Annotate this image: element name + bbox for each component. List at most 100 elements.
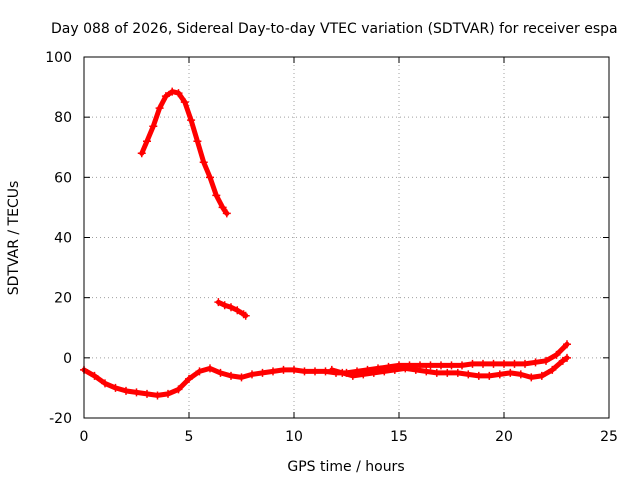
data-point-marker bbox=[422, 367, 431, 376]
data-point-marker bbox=[542, 356, 550, 365]
y-tick-label: 100 bbox=[45, 50, 72, 66]
data-point-marker bbox=[537, 371, 546, 380]
data-point-marker bbox=[164, 389, 172, 398]
data-point-marker bbox=[359, 370, 368, 379]
data-point-marker bbox=[222, 209, 231, 218]
data-point-marker bbox=[269, 367, 277, 376]
y-tick-label: 40 bbox=[54, 231, 72, 247]
data-point-marker bbox=[432, 368, 441, 377]
x-axis-title: GPS time / hours bbox=[287, 459, 404, 475]
data-point-marker bbox=[227, 371, 235, 380]
data-point-marker bbox=[122, 386, 130, 395]
data-point-marker bbox=[447, 361, 456, 370]
data-point-marker bbox=[248, 370, 256, 379]
data-point-marker bbox=[489, 359, 498, 368]
data-point-marker bbox=[279, 365, 288, 374]
data-point-marker bbox=[185, 374, 193, 383]
data-point-marker bbox=[258, 368, 267, 377]
data-point-marker bbox=[168, 87, 177, 96]
data-point-marker bbox=[527, 373, 536, 382]
data-point-marker bbox=[214, 298, 223, 307]
data-point-marker bbox=[174, 385, 183, 394]
data-point-marker bbox=[187, 116, 196, 125]
data-point-marker bbox=[426, 361, 435, 370]
x-tick-label: 20 bbox=[495, 429, 513, 445]
data-point-marker bbox=[485, 371, 494, 380]
data-point-marker bbox=[500, 359, 508, 368]
data-point-marker bbox=[437, 361, 445, 370]
data-point-marker bbox=[311, 367, 319, 376]
x-tick-label: 25 bbox=[600, 429, 618, 445]
y-tick-label: -20 bbox=[49, 411, 72, 427]
data-point-marker bbox=[380, 367, 389, 376]
data-point-marker bbox=[199, 158, 208, 167]
data-point-marker bbox=[132, 388, 141, 397]
data-point-marker bbox=[558, 356, 567, 365]
data-point-marker bbox=[453, 368, 462, 377]
data-point-marker bbox=[195, 367, 204, 376]
chart-title: Day 088 of 2026, Sidereal Day-to-day VTE… bbox=[51, 21, 618, 37]
data-point-marker bbox=[180, 98, 189, 107]
grid-lines bbox=[84, 57, 609, 418]
data-point-marker bbox=[338, 368, 347, 377]
data-point-marker bbox=[153, 391, 162, 400]
data-series bbox=[80, 87, 571, 400]
data-point-marker bbox=[390, 365, 399, 374]
data-point-marker bbox=[321, 367, 330, 376]
data-point-marker bbox=[218, 203, 227, 212]
y-tick-label: 60 bbox=[54, 170, 72, 186]
data-point-marker bbox=[300, 367, 309, 376]
data-point-marker bbox=[411, 365, 420, 374]
data-point-marker bbox=[143, 137, 151, 146]
data-point-marker bbox=[348, 371, 357, 380]
data-point-marker bbox=[468, 359, 477, 368]
data-point-marker bbox=[137, 149, 146, 158]
data-point-marker bbox=[101, 379, 109, 388]
data-point-marker bbox=[369, 368, 378, 377]
data-point-marker bbox=[220, 301, 229, 310]
data-point-marker bbox=[206, 173, 214, 182]
data-point-marker bbox=[290, 365, 298, 374]
y-tick-label: 0 bbox=[63, 351, 72, 367]
data-point-marker bbox=[510, 359, 519, 368]
data-point-marker bbox=[155, 104, 164, 113]
x-tick-label: 0 bbox=[80, 429, 89, 445]
x-tick-label: 15 bbox=[390, 429, 408, 445]
data-point-marker bbox=[516, 370, 525, 379]
data-point-marker bbox=[474, 371, 483, 380]
data-point-marker bbox=[227, 303, 235, 312]
y-tick-label: 80 bbox=[54, 110, 72, 126]
data-point-marker bbox=[241, 311, 250, 320]
data-point-marker bbox=[327, 365, 336, 374]
x-tick-label: 10 bbox=[285, 429, 303, 445]
data-point-marker bbox=[464, 370, 473, 379]
x-tick-label: 5 bbox=[185, 429, 194, 445]
data-point-marker bbox=[206, 364, 214, 373]
axis-ticks: 0 5 10 15 20 25 -20 0 20 40 60 80 100 bbox=[45, 50, 618, 445]
data-point-marker bbox=[216, 368, 225, 377]
data-point-marker bbox=[548, 365, 557, 374]
data-point-marker bbox=[161, 92, 170, 101]
data-point-marker bbox=[149, 122, 158, 131]
data-point-marker bbox=[531, 358, 540, 367]
data-point-marker bbox=[143, 389, 151, 398]
data-point-marker bbox=[552, 350, 561, 359]
data-point-marker bbox=[495, 370, 504, 379]
data-point-marker bbox=[506, 368, 515, 377]
y-tick-label: 20 bbox=[54, 291, 72, 307]
data-point-marker bbox=[563, 340, 571, 349]
data-point-marker bbox=[443, 368, 452, 377]
data-point-marker bbox=[90, 371, 99, 380]
y-axis-title: SDTVAR / TECUs bbox=[6, 181, 22, 296]
data-point-marker bbox=[563, 353, 571, 362]
data-point-marker bbox=[212, 191, 221, 200]
data-point-marker bbox=[401, 364, 410, 373]
data-point-marker bbox=[479, 359, 487, 368]
data-point-marker bbox=[111, 383, 120, 392]
data-point-marker bbox=[233, 306, 242, 315]
data-point-marker bbox=[193, 137, 202, 146]
data-point-marker bbox=[237, 373, 246, 382]
data-point-marker bbox=[174, 89, 183, 98]
data-point-marker bbox=[521, 359, 529, 368]
